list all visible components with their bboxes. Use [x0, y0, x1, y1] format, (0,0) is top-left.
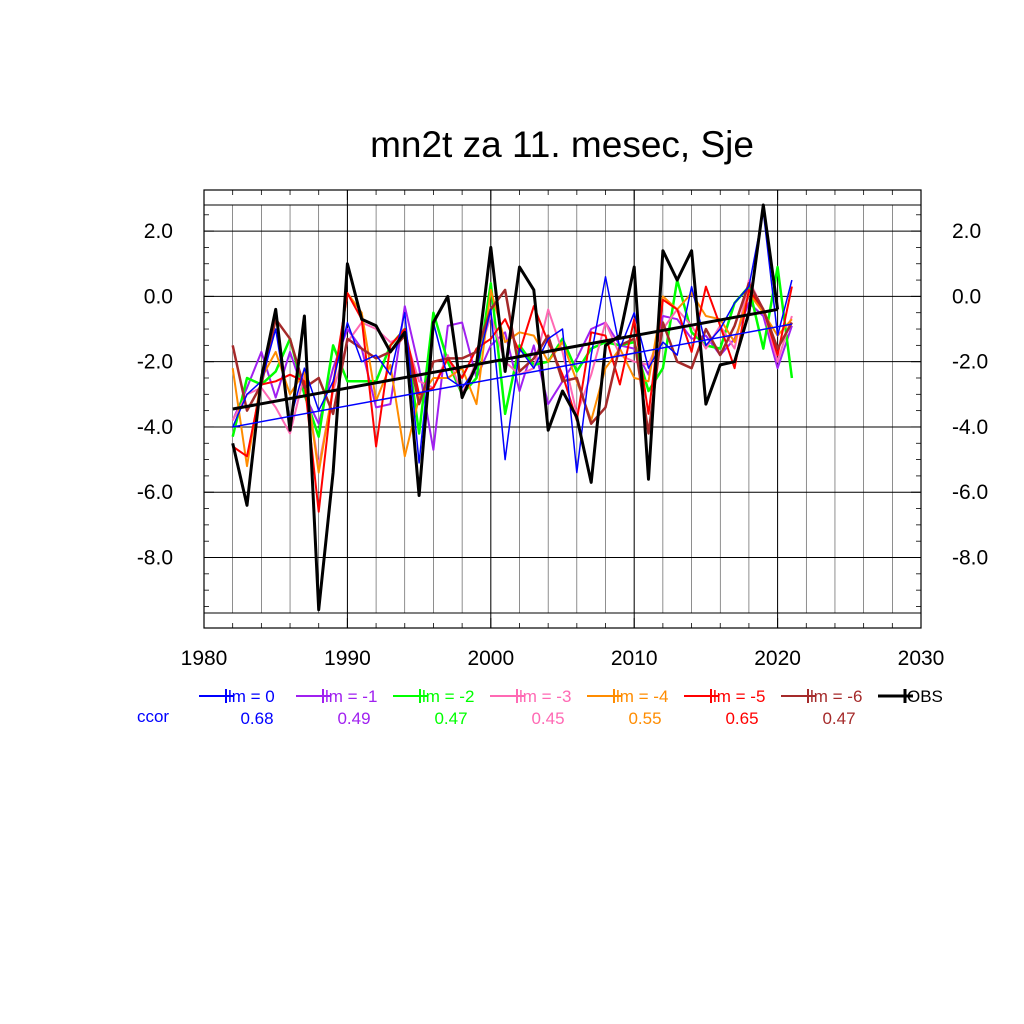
- ccor-label: ccor: [137, 707, 169, 726]
- y-tick-label-left: -6.0: [137, 481, 173, 504]
- x-tick-label: 2010: [611, 647, 658, 670]
- x-tick-label: 2000: [467, 647, 514, 670]
- legend-ccor-value: 0.68: [240, 709, 273, 728]
- y-tick-label-left: 2.0: [144, 220, 173, 243]
- plot-border: [203, 189, 922, 629]
- x-tick-label: 2030: [898, 647, 945, 670]
- grid: [204, 190, 921, 628]
- y-tick-label-right: 0.0: [952, 285, 981, 308]
- y-tick-label-right: -4.0: [952, 416, 988, 439]
- legend-ccor-value: 0.65: [725, 709, 758, 728]
- trend-line: [232, 307, 778, 411]
- legend-ccor-value: 0.45: [531, 709, 564, 728]
- legend-label: lm = 0: [228, 687, 275, 706]
- legend-ccor-value: 0.47: [434, 709, 467, 728]
- y-tick-label-left: -8.0: [137, 547, 173, 570]
- series-line: [231, 203, 780, 612]
- legend-label: OBS: [907, 687, 943, 706]
- y-tick-label-right: -8.0: [952, 547, 988, 570]
- legend-ccor-value: 0.49: [337, 709, 370, 728]
- y-tick-label-right: 2.0: [952, 220, 981, 243]
- legend-label: lm = -2: [422, 687, 474, 706]
- legend: lm = 0 0.68 lm = -1 0.49 lm = -2 0.47 lm = -3 0…: [199, 687, 943, 728]
- trend-line: [232, 323, 793, 428]
- legend-label: lm = -4: [616, 687, 668, 706]
- legend-ccor-value: 0.47: [822, 709, 855, 728]
- axes: 1980 1990 2000 2010 2020 2030 2.0 2.0 0.0 0.0 -2.0…: [137, 190, 988, 670]
- x-tick-label: 1980: [181, 647, 228, 670]
- y-tick-label-right: -6.0: [952, 481, 988, 504]
- series-layer: [231, 203, 794, 612]
- x-tick-label: 1990: [324, 647, 371, 670]
- y-tick-label-right: -2.0: [952, 351, 988, 374]
- legend-label: lm = -5: [713, 687, 765, 706]
- legend-label: lm = -1: [325, 687, 377, 706]
- chart-title: mn2t za 11. mesec, Sje: [370, 124, 754, 165]
- legend-ccor-value: 0.55: [628, 709, 661, 728]
- y-tick-label-left: -4.0: [137, 416, 173, 439]
- y-tick-label-left: 0.0: [144, 285, 173, 308]
- legend-label: lm = -3: [519, 687, 571, 706]
- plot-frame: [203, 189, 922, 629]
- y-tick-label-left: -2.0: [137, 351, 173, 374]
- x-tick-label: 2020: [754, 647, 801, 670]
- legend-label: lm = -6: [810, 687, 862, 706]
